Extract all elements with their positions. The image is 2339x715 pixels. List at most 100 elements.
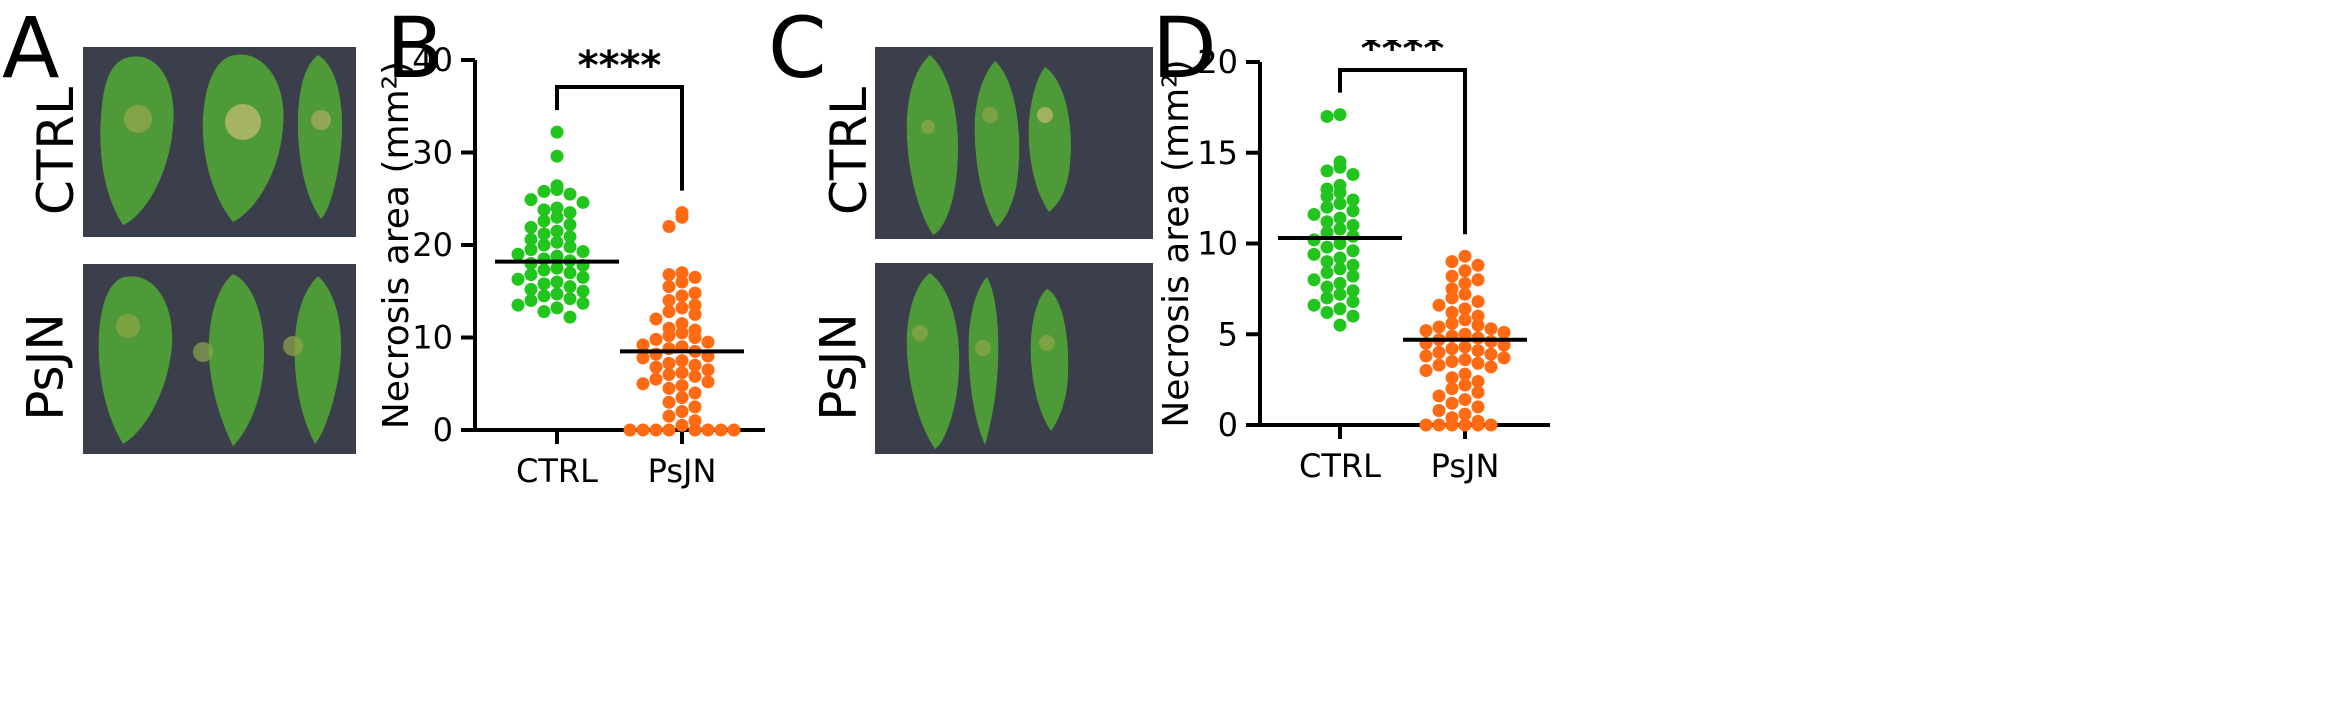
point-psjn — [675, 326, 689, 340]
point-psjn — [1458, 313, 1472, 327]
row-label-c-ctrl: CTRL — [820, 86, 879, 216]
point-ctrl — [1320, 255, 1334, 269]
point-ctrl — [563, 240, 577, 254]
significance-label: **** — [1361, 40, 1445, 72]
point-psjn — [1471, 273, 1485, 287]
point-ctrl — [1333, 318, 1347, 332]
y-tick-label: 30 — [412, 134, 453, 172]
point-ctrl — [1307, 207, 1321, 221]
point-ctrl — [1333, 262, 1347, 276]
point-psjn — [662, 395, 676, 409]
significance-label: **** — [578, 43, 662, 89]
point-psjn — [675, 354, 689, 368]
point-psjn — [1458, 418, 1472, 432]
leaves-a-psjn — [98, 274, 342, 446]
point-ctrl — [550, 287, 564, 301]
point-ctrl — [1333, 186, 1347, 200]
point-ctrl — [576, 270, 590, 284]
point-psjn — [662, 423, 676, 437]
point-ctrl — [511, 272, 525, 286]
point-ctrl — [1320, 226, 1334, 240]
point-ctrl — [524, 220, 538, 234]
y-tick-label: 40 — [412, 41, 453, 79]
photo-a-ctrl — [83, 47, 356, 237]
row-label-c-psjn: PsJN — [809, 313, 868, 421]
point-ctrl — [1346, 193, 1360, 207]
point-ctrl — [537, 289, 551, 303]
point-ctrl — [1333, 276, 1347, 290]
point-psjn — [1484, 322, 1498, 336]
point-psjn — [1419, 418, 1433, 432]
point-psjn — [688, 358, 702, 372]
point-psjn — [1419, 364, 1433, 378]
point-psjn — [1445, 418, 1459, 432]
point-psjn — [701, 423, 715, 437]
point-psjn — [675, 266, 689, 280]
point-psjn — [1458, 249, 1472, 263]
point-ctrl — [550, 249, 564, 263]
point-psjn — [1471, 344, 1485, 358]
point-psjn — [623, 423, 637, 437]
point-ctrl — [1307, 247, 1321, 261]
point-ctrl — [524, 282, 538, 296]
point-psjn — [1471, 374, 1485, 388]
point-ctrl — [563, 206, 577, 220]
photo-c-psjn — [875, 263, 1153, 454]
point-ctrl — [1346, 269, 1360, 283]
point-psjn — [1445, 291, 1459, 305]
point-ctrl — [1320, 200, 1334, 214]
point-psjn — [1445, 269, 1459, 283]
point-psjn — [675, 379, 689, 393]
point-psjn — [675, 289, 689, 303]
y-axis-label: Necrosis area (mm²) — [1156, 59, 1197, 427]
y-tick-label: 15 — [1197, 134, 1238, 172]
point-ctrl — [1333, 211, 1347, 225]
point-psjn — [662, 381, 676, 395]
point-ctrl — [1333, 302, 1347, 316]
point-psjn — [636, 377, 650, 391]
point-psjn — [636, 338, 650, 352]
point-ctrl — [537, 227, 551, 241]
point-psjn — [649, 312, 663, 326]
point-psjn — [727, 423, 741, 437]
panel-letter-d: D — [1152, 0, 1217, 97]
point-psjn — [662, 294, 676, 307]
point-ctrl — [1346, 218, 1360, 232]
point-psjn — [1445, 354, 1459, 368]
point-ctrl — [537, 305, 551, 319]
point-ctrl — [1333, 222, 1347, 236]
point-ctrl — [1320, 164, 1334, 178]
x-tick-label-psjn: PsJN — [1431, 447, 1500, 485]
point-ctrl — [1307, 273, 1321, 287]
point-psjn — [1484, 418, 1498, 432]
point-psjn — [1432, 418, 1446, 432]
point-ctrl — [1346, 284, 1360, 298]
point-ctrl — [1333, 108, 1347, 122]
point-psjn — [688, 298, 702, 312]
point-psjn — [1458, 407, 1472, 421]
point-psjn — [662, 329, 676, 343]
point-psjn — [1497, 351, 1511, 365]
point-psjn — [662, 280, 676, 294]
point-psjn — [688, 307, 702, 321]
point-psjn — [1471, 295, 1485, 309]
point-psjn — [1432, 358, 1446, 372]
photo-a-psjn — [83, 264, 356, 454]
point-ctrl — [550, 235, 564, 249]
point-psjn — [1445, 371, 1459, 385]
point-ctrl — [1320, 215, 1334, 229]
point-ctrl — [524, 232, 538, 246]
point-ctrl — [524, 268, 538, 282]
point-psjn — [1445, 342, 1459, 356]
point-psjn — [662, 268, 676, 282]
point-psjn — [1419, 324, 1433, 338]
y-tick-label: 10 — [1197, 225, 1238, 263]
leaves-a-ctrl — [100, 54, 343, 225]
leaves-c-ctrl — [906, 55, 1071, 235]
point-ctrl — [576, 195, 590, 209]
point-ctrl — [550, 210, 564, 224]
point-psjn — [662, 368, 676, 381]
point-psjn — [688, 286, 702, 300]
point-psjn — [1484, 347, 1498, 361]
point-psjn — [1471, 318, 1485, 332]
